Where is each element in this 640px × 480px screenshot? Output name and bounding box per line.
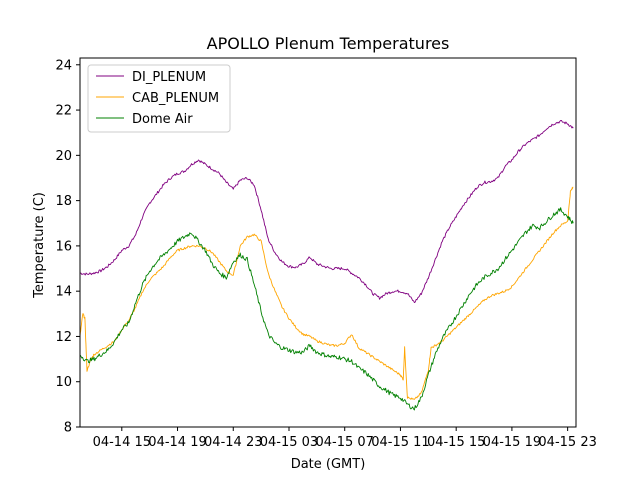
y-tick-label: 18 [55, 194, 72, 209]
legend-label-di-plenum: DI_PLENUM [132, 70, 206, 85]
y-tick-label: 20 [55, 149, 72, 164]
y-tick-label: 22 [55, 104, 72, 119]
x-tick-label: 04-15 15 [427, 435, 485, 450]
series-line-di-plenum [80, 119, 574, 304]
y-tick-label: 12 [55, 330, 72, 345]
y-axis-label: Temperature (C) [32, 192, 47, 299]
legend-box [87, 64, 231, 133]
x-tick-label: 04-15 23 [538, 435, 596, 450]
y-tick-label: 10 [55, 375, 72, 390]
series-line-cab-plenum [80, 186, 574, 400]
legend: DI_PLENUM CAB_PLENUM Dome Air [87, 64, 231, 133]
y-tick-label: 14 [55, 285, 72, 300]
x-tick-label: 04-14 19 [148, 435, 206, 450]
y-tick-label: 16 [55, 239, 72, 254]
y-tick-label: 8 [64, 421, 72, 436]
series-line-dome-air [80, 207, 574, 411]
x-axis-label: Date (GMT) [291, 457, 366, 472]
legend-label-cab-plenum: CAB_PLENUM [132, 91, 219, 106]
series-group [80, 119, 574, 411]
legend-label-dome-air: Dome Air [132, 112, 193, 127]
x-tick-label: 04-15 03 [260, 435, 318, 450]
x-tick-label: 04-15 11 [371, 435, 429, 450]
chart-title: APOLLO Plenum Temperatures [207, 34, 450, 53]
plot-frame [79, 57, 577, 428]
x-tick-label: 04-15 19 [483, 435, 541, 450]
x-tick-label: 04-15 07 [315, 435, 373, 450]
x-tick-label: 04-14 23 [204, 435, 262, 450]
y-tick-label: 24 [55, 58, 72, 73]
x-tick-label: 04-14 15 [93, 435, 151, 450]
